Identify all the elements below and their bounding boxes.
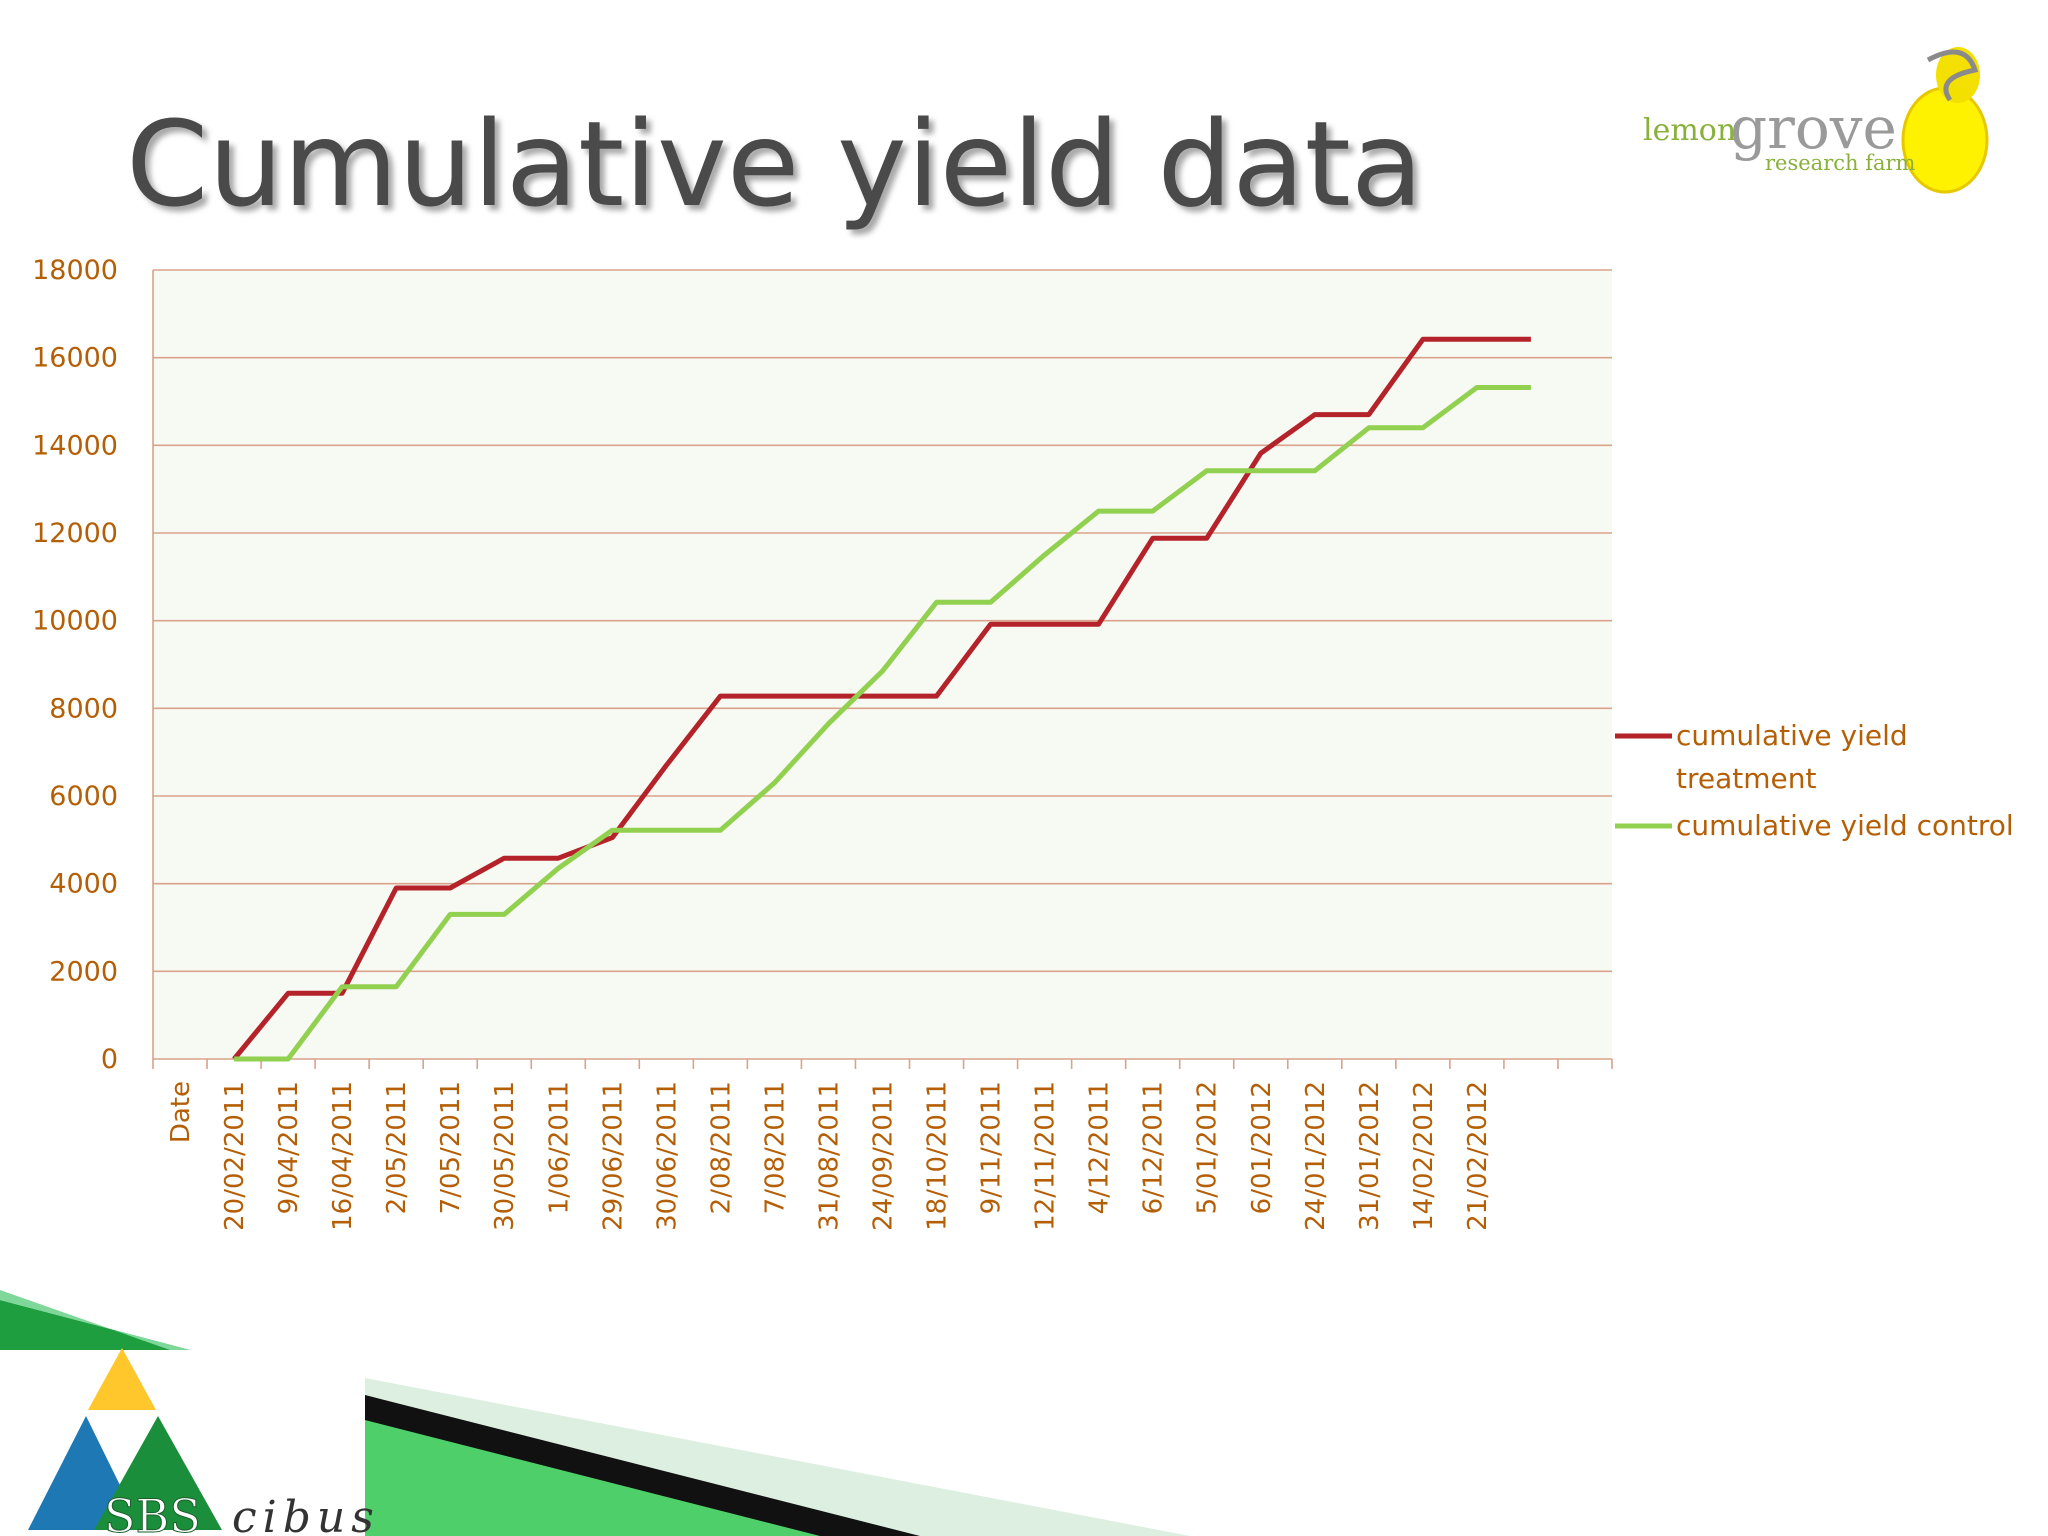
x-tick-label: 31/01/2012 <box>1355 1081 1385 1231</box>
legend-label-control: cumulative yield control <box>1676 809 2014 842</box>
x-tick-label: 16/04/2011 <box>328 1081 358 1231</box>
x-tick-label: 9/04/2011 <box>274 1081 304 1214</box>
x-tick-label: 6/12/2011 <box>1139 1081 1169 1214</box>
sbs-logo-word2: cibus <box>232 1492 380 1536</box>
series-line-treatment <box>232 336 1531 1061</box>
page-title: Cumulative yield data <box>126 95 1424 233</box>
x-tick-label: 1/06/2011 <box>544 1081 574 1214</box>
x-axis-ticks: Date 20/02/2011 9/04/2011 16/04/2011 2/05/20… <box>166 1081 1493 1231</box>
lemongrove-logo-word2: grove <box>1730 94 1897 162</box>
y-tick-label: 10000 <box>32 606 118 637</box>
decor-swoosh-green <box>365 1420 820 1536</box>
y-tick-label: 8000 <box>49 693 118 724</box>
x-tick-label: 29/06/2011 <box>598 1081 628 1231</box>
y-tick-label: 4000 <box>49 869 118 900</box>
plot-area <box>153 270 1612 1059</box>
x-tick-label: 30/05/2011 <box>490 1081 520 1231</box>
sbs-logo-word1: SBS <box>104 1489 201 1536</box>
series-line-control <box>234 385 1531 1062</box>
y-tick-label: 6000 <box>49 781 118 812</box>
x-tick-label: 12/11/2011 <box>1031 1081 1061 1231</box>
x-tick-label: 6/01/2012 <box>1247 1081 1277 1214</box>
x-tick-label: 7/05/2011 <box>436 1081 466 1214</box>
series-layer <box>232 336 1531 1062</box>
x-tick-label: 2/05/2011 <box>382 1081 412 1214</box>
y-tick-label: 18000 <box>32 255 118 286</box>
lemongrove-logo-word1: lemon <box>1643 113 1736 148</box>
y-tick-label: 16000 <box>32 343 118 374</box>
x-tick-label: 18/10/2011 <box>923 1081 953 1231</box>
x-tick-label: 7/08/2011 <box>760 1081 790 1214</box>
logo-triangle-green <box>94 1416 222 1530</box>
y-tick-label: 2000 <box>49 956 118 987</box>
legend-label-treatment-line2: treatment <box>1676 762 1816 795</box>
x-tick-label: 24/01/2012 <box>1301 1081 1331 1231</box>
x-tick-label: Date <box>166 1081 196 1143</box>
grid-layer <box>152 269 1613 1069</box>
x-tick-label: 21/02/2012 <box>1463 1081 1493 1231</box>
lemon-icon <box>1901 86 1989 194</box>
x-tick-label: 9/11/2011 <box>977 1081 1007 1214</box>
y-axis-ticks: 0 2000 4000 6000 8000 10000 12000 14000 16000 180… <box>32 255 118 1075</box>
x-tick-label: 4/12/2011 <box>1085 1081 1115 1214</box>
sbs-cibus-logo: SBS cibus <box>28 1348 380 1536</box>
x-tick-label: 2/08/2011 <box>706 1081 736 1214</box>
x-tick-label: 31/08/2011 <box>814 1081 844 1231</box>
x-tick-label: 14/02/2012 <box>1409 1081 1439 1231</box>
legend: cumulative yield treatment cumulative yi… <box>1615 719 2014 842</box>
y-tick-label: 0 <box>101 1044 118 1075</box>
y-tick-label: 14000 <box>32 430 118 461</box>
lemongrove-logo-sub: research farm <box>1765 151 1916 175</box>
lemongrove-logo: lemon grove research farm <box>1643 47 1989 194</box>
x-tick-label: 5/01/2012 <box>1193 1081 1223 1214</box>
y-tick-label: 12000 <box>32 518 118 549</box>
x-tick-label: 30/06/2011 <box>652 1081 682 1231</box>
logo-triangle-yellow <box>88 1348 156 1410</box>
x-tick-label: 20/02/2011 <box>220 1081 250 1231</box>
lemon-spiral-icon <box>1926 49 1979 102</box>
x-tick-label: 24/09/2011 <box>869 1081 899 1231</box>
legend-label-treatment-line1: cumulative yield <box>1676 719 1908 752</box>
